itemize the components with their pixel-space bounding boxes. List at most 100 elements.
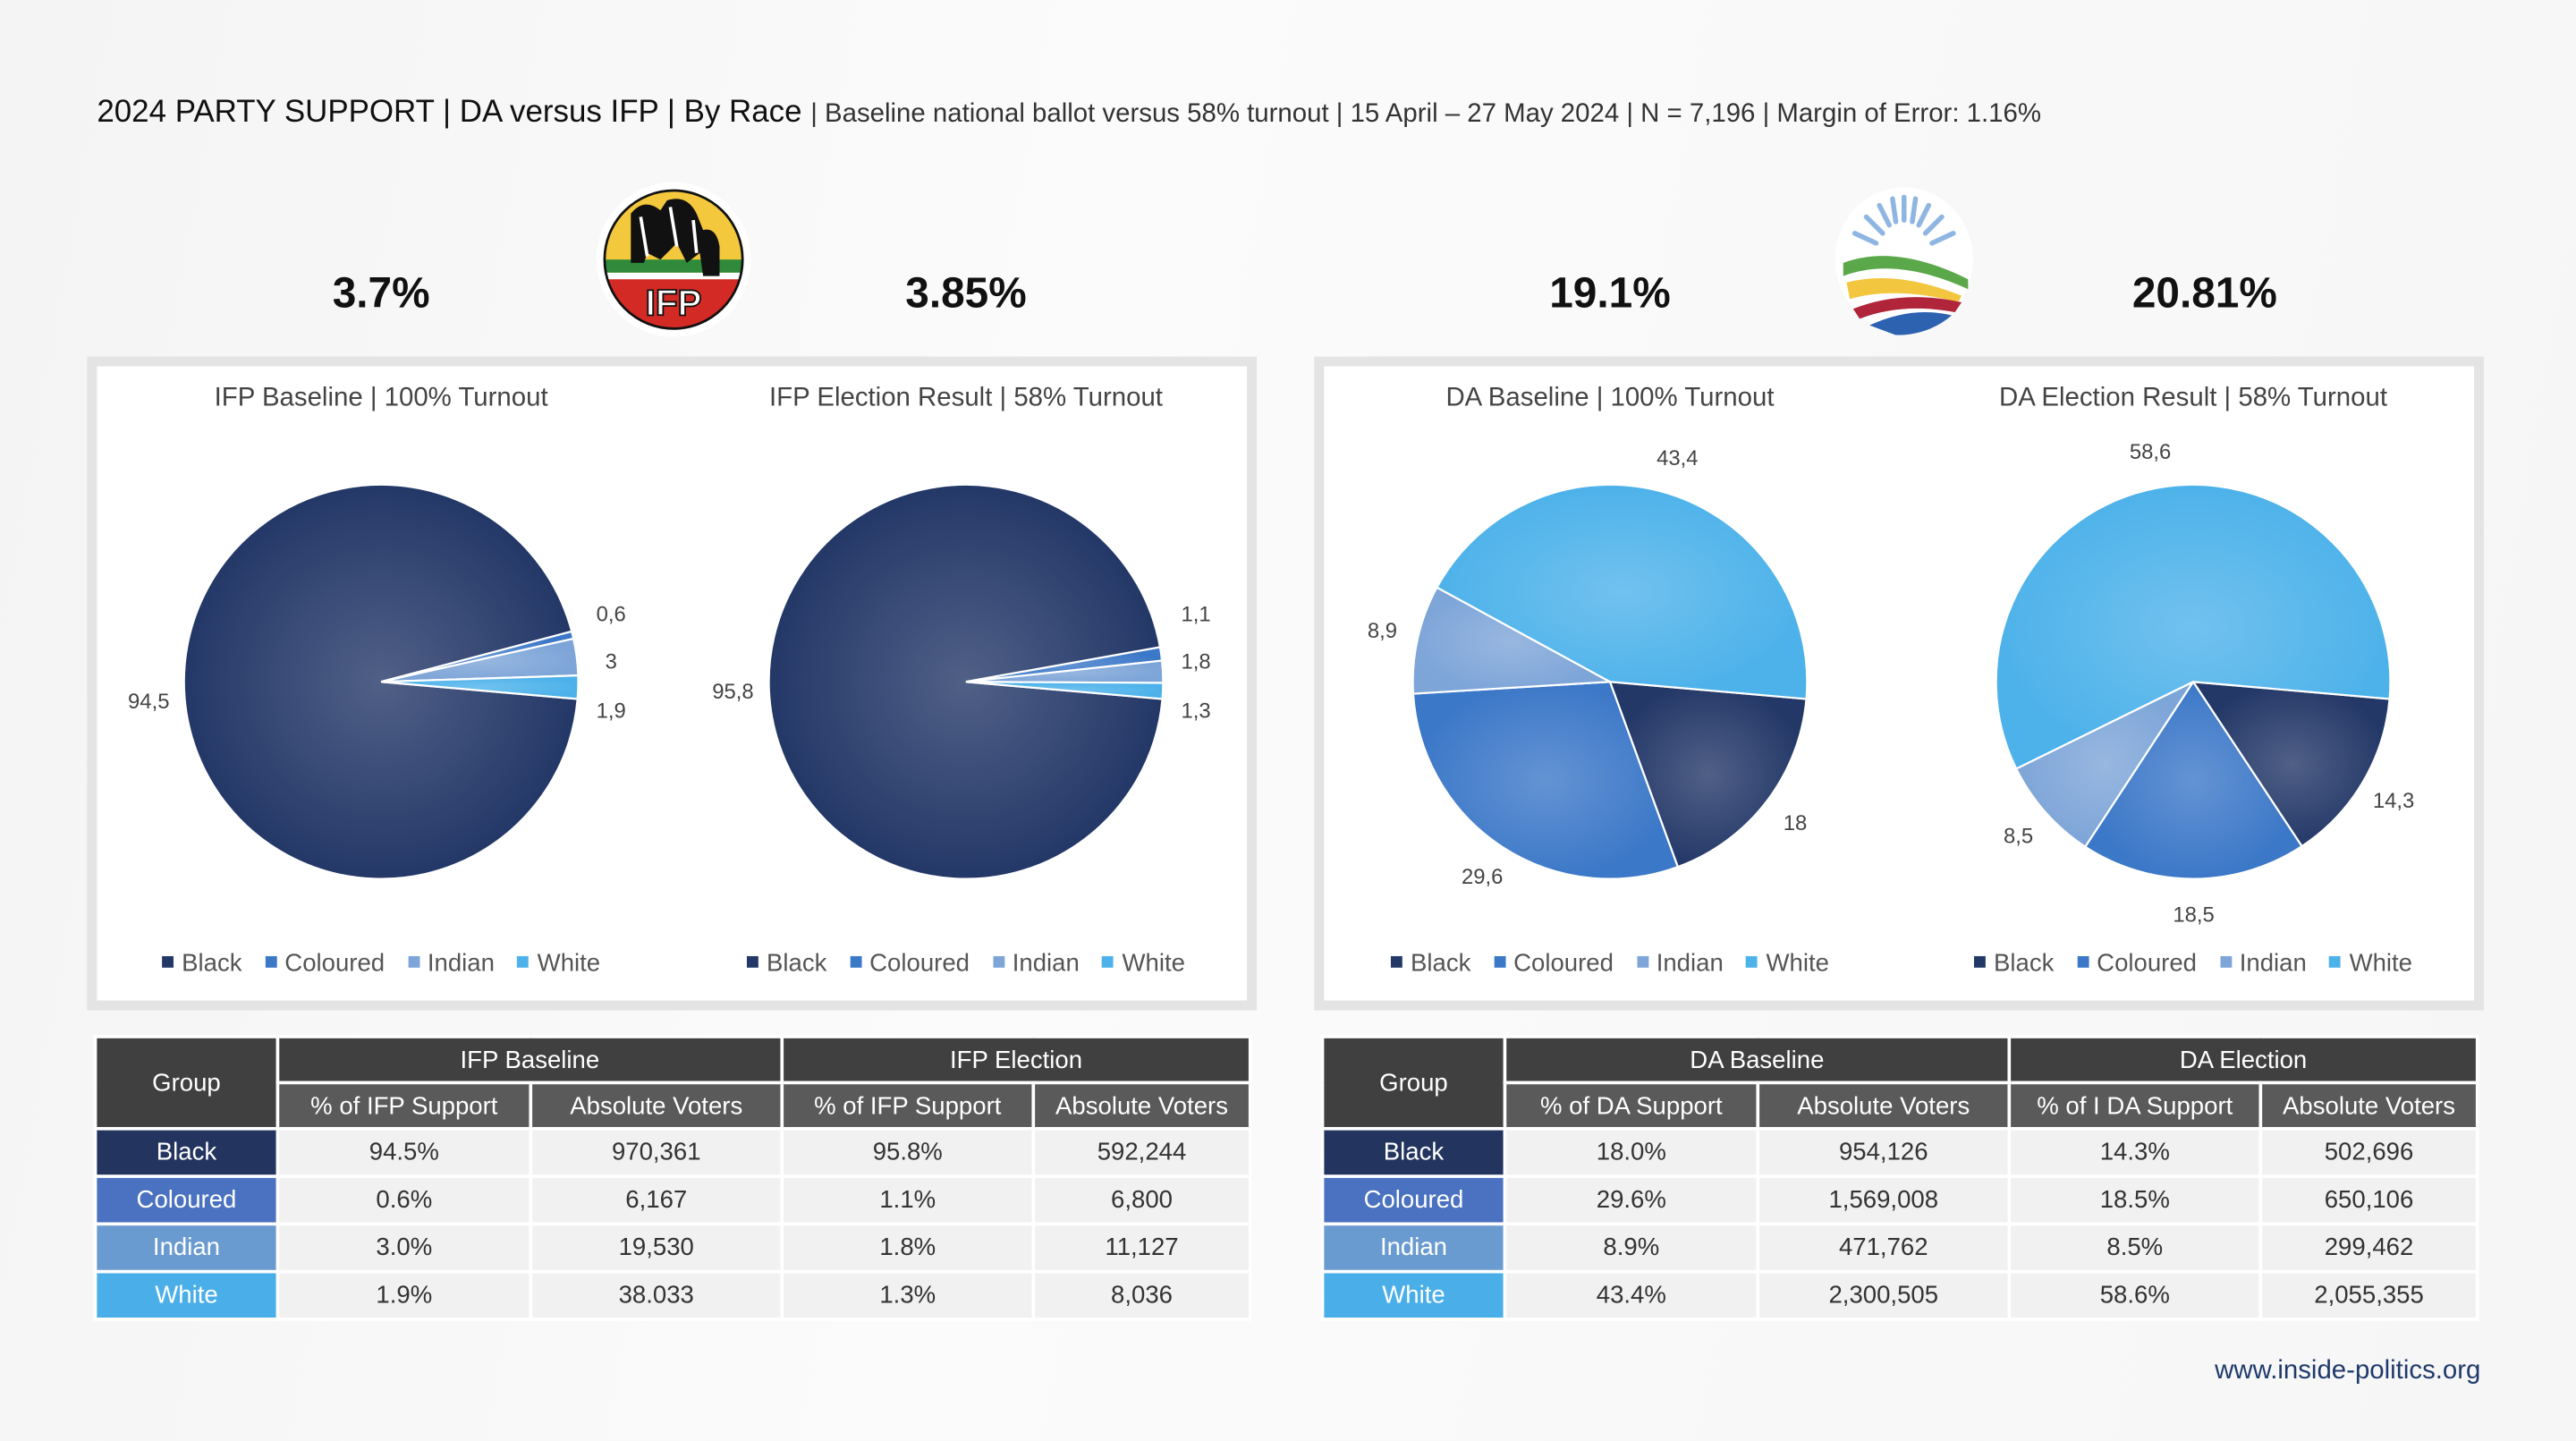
legend-label: Coloured [284,949,386,978]
group-cell: Indian [93,1222,280,1274]
table-cell: 6,167 [529,1174,784,1226]
table-cell: 8,036 [1031,1269,1252,1321]
page-title: 2024 PARTY SUPPORT | DA versus IFP | By … [97,96,2041,131]
data-label-coloured: 18,5 [2173,903,2214,927]
header-election: IFP Election [780,1035,1252,1085]
subheader: % of DA Support [1503,1081,1760,1131]
legend-swatch [2077,955,2089,968]
legend-item-coloured: Coloured [850,950,970,978]
subheader: % of IFP Support [275,1081,533,1131]
data-label-coloured: 29,6 [1462,865,1503,889]
legend-item-indian: Indian [407,949,495,978]
pie-slice-coloured [1411,681,1680,880]
legend-label: Coloured [869,949,970,978]
table-cell: 954,126 [1756,1126,2012,1178]
pie-slice-indian [2014,679,2197,849]
table-cell: 3.0% [275,1222,533,1274]
chart-legend: Black Coloured Indian White [746,949,1185,978]
subheader: Absolute Voters [529,1081,784,1131]
table-cell: 0.6% [275,1174,533,1226]
table-cell: 95.8% [780,1126,1036,1178]
table-cell: 650,106 [2258,1174,2479,1226]
data-label-black: 14,3 [2373,789,2414,813]
legend-swatch [162,955,174,968]
subheader: Absolute Voters [1756,1081,2012,1131]
legend-label: Black [1411,949,1471,978]
group-cell: Black [1320,1126,1507,1178]
ifp-logo-text: IFP [646,283,702,324]
data-label-black: 95,8 [712,680,753,704]
table-row: Coloured 29.6% 1,569,008 18.5% 650,106 [1320,1174,2479,1226]
legend-swatch [265,955,277,968]
pie-slice-black [1608,680,1808,869]
subheader: Absolute Voters [2258,1081,2479,1131]
pie-slice-black [2190,680,2391,848]
da-table: Group DA Baseline DA Election % of DA Suppo… [1320,1035,2479,1321]
legend-label: Indian [427,949,495,978]
da-logo: DA [1835,187,1973,335]
table-cell: 592,244 [1031,1126,1252,1178]
table-cell: 19,530 [529,1222,784,1274]
data-label-black: 94,5 [128,690,169,714]
legend-item-white: White [1102,950,1185,978]
chart-legend: Black Coloured Indian White [1973,949,2412,978]
group-cell: Coloured [1320,1174,1507,1226]
table-cell: 970,361 [529,1126,784,1178]
da-baseline-total: 19.1% [1549,267,1671,318]
legend-item-indian: Indian [2219,950,2307,978]
ifp-table: Group IFP Baseline IFP Election% of IFP Su… [93,1035,1252,1321]
chart-legend: Black Coloured Indian White [1390,949,1829,978]
subheader: Absolute Voters [1031,1081,1252,1131]
legend-label: White [1766,949,1829,978]
table-cell: 1.1% [780,1174,1036,1226]
data-label-coloured: 0,6 [597,602,626,626]
chart-legend: Black Coloured Indian White [162,950,600,978]
table-cell: 38.033 [529,1269,784,1321]
legend-label: Indian [1012,949,1080,978]
group-cell: White [93,1269,280,1321]
table-cell: 18.5% [2007,1174,2263,1226]
legend-swatch [1494,955,1505,968]
legend-item-coloured: Coloured [1494,950,1614,978]
pie-slice-white [1995,483,2392,770]
pie-slice-white [381,674,580,700]
chart-title-da-baseline: DA Baseline | 100% Turnout [1445,384,1775,413]
legend-swatch [2219,955,2232,968]
table-cell: 2,055,355 [2258,1269,2479,1321]
table-cell: 29.6% [1503,1174,1760,1226]
data-label-white: 43,4 [1657,446,1698,470]
legend-item-black: Black [162,950,242,978]
data-label-indian: 8,5 [2004,824,2033,848]
legend-item-indian: Indian [1636,949,1724,978]
data-label-white: 1,9 [597,699,626,724]
legend-item-black: Black [746,950,826,978]
legend-label: Indian [1656,949,1724,978]
data-label-white: 58,6 [2130,440,2171,464]
group-cell: Black [93,1126,280,1178]
table-cell: 8.5% [2007,1222,2263,1274]
legend-swatch [517,955,530,968]
table-cell: 299,462 [2258,1222,2479,1274]
data-label-white: 1,3 [1182,699,1211,724]
table-cell: 2,300,505 [1756,1269,2012,1321]
legend-item-black: Black [1973,949,2055,978]
header-election: DA Election [2007,1035,2479,1085]
pie-slice-indian [1411,586,1614,695]
group-cell: Indian [1320,1222,1507,1274]
legend-label: Coloured [1513,949,1614,978]
pie-slice-black [182,483,579,880]
website-link[interactable]: www.inside-politics.org [2215,1357,2481,1386]
table-row: White 1.9% 38.033 1.3% 8,036 [93,1269,1252,1321]
legend-item-black: Black [1390,949,1471,978]
table-cell: 94.5% [275,1126,533,1178]
subheader: % of I DA Support [2007,1081,2263,1131]
table-row: Black 18.0% 954,126 14.3% 502,696 [1320,1126,2479,1178]
header-group: Group [1320,1035,1507,1131]
table-row: Black 94.5% 970,361 95.8% 592,244 [93,1126,1252,1178]
table-row: White 43.4% 2,300,505 58.6% 2,055,355 [1320,1269,2479,1321]
data-label-indian: 1,8 [1182,650,1211,674]
legend-label: Black [1994,949,2055,978]
pie-slice-white [1435,483,1809,700]
